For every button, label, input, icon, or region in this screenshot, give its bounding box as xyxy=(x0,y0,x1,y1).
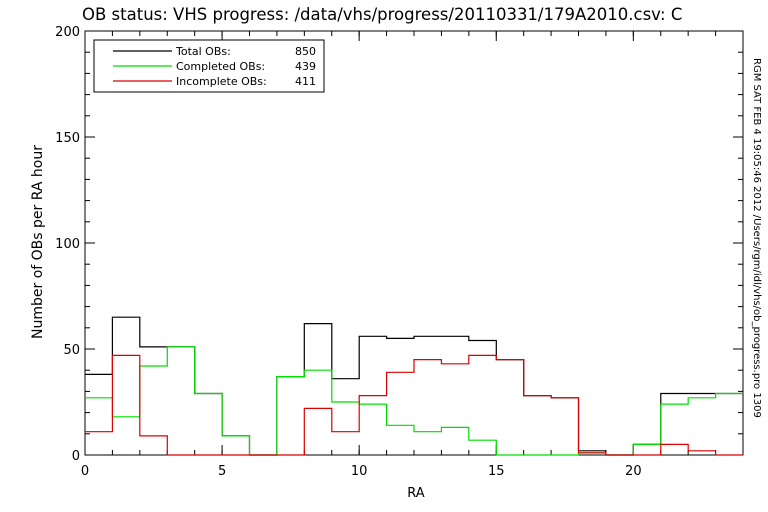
side-annotation: RGM SAT FEB 4 19:05:46 2012 /Users/rgm/i… xyxy=(751,58,762,418)
series-line-1 xyxy=(85,316,743,456)
x-axis-label: RA xyxy=(407,486,425,501)
y-tick-label: 100 xyxy=(55,237,80,252)
y-tick-label: 200 xyxy=(55,25,80,40)
y-tick-label: 0 xyxy=(72,449,80,464)
x-tick-label: 10 xyxy=(351,464,368,479)
x-tick-label: 20 xyxy=(625,464,642,479)
legend-label: Total OBs: xyxy=(175,45,231,58)
chart-title: OB status: VHS progress: /data/vhs/progr… xyxy=(82,5,682,24)
series-line-3 xyxy=(85,354,743,456)
series-layer xyxy=(85,316,743,456)
legend: Total OBs: 850 Completed OBs: 439 Incomplete… xyxy=(93,39,325,93)
legend-count: 850 xyxy=(295,45,316,58)
x-tick-label: 0 xyxy=(81,464,89,479)
plot-frame xyxy=(84,30,744,456)
series-line-2 xyxy=(85,346,743,456)
legend-label: Incomplete OBs: xyxy=(176,75,267,88)
legend-label: Completed OBs: xyxy=(176,60,265,73)
x-tick-label: 15 xyxy=(488,464,505,479)
y-tick-label: 150 xyxy=(55,131,80,146)
y-tick-label: 50 xyxy=(63,343,80,358)
legend-count: 439 xyxy=(295,60,316,73)
x-tick-label: 5 xyxy=(218,464,226,479)
legend-count: 411 xyxy=(295,75,316,88)
y-axis-label: Number of OBs per RA hour xyxy=(30,145,46,339)
